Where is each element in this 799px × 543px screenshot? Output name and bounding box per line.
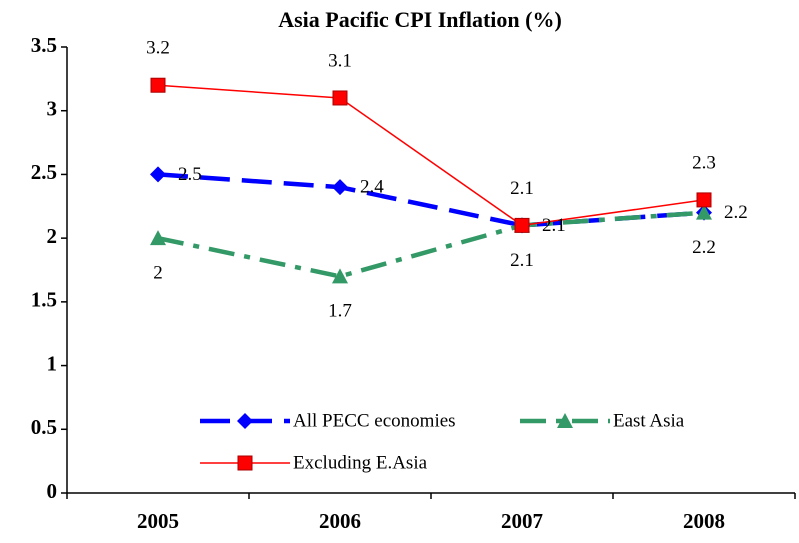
data-label: 2.2 (692, 237, 716, 258)
data-label: 2.3 (692, 152, 716, 173)
series-line (157, 172, 705, 228)
x-tick-label: 2007 (501, 509, 543, 533)
y-tick-label: 3.5 (31, 33, 57, 57)
y-tick-label: 2.5 (31, 160, 57, 184)
chart-title: Asia Pacific CPI Inflation (%) (278, 7, 562, 32)
x-tick-label: 2005 (137, 509, 179, 533)
series-line (157, 84, 705, 227)
marker (514, 217, 530, 233)
marker (696, 192, 712, 208)
y-tick-label: 1 (47, 351, 58, 375)
series-line (157, 210, 705, 279)
marker (696, 204, 712, 220)
x-tick-label: 2006 (319, 509, 361, 533)
legend-label: East Asia (613, 410, 685, 431)
marker (332, 179, 348, 196)
legend-marker (237, 455, 253, 471)
y-tick-label: 3 (47, 97, 58, 121)
legend-label: All PECC economies (293, 410, 456, 431)
data-label: 2.1 (510, 178, 534, 199)
y-tick-label: 0.5 (31, 415, 57, 439)
data-label: 2.5 (178, 164, 202, 185)
data-label: 3.2 (146, 38, 170, 59)
data-label: 3.1 (328, 50, 352, 71)
marker (150, 166, 166, 183)
data-label: 2.2 (724, 202, 748, 223)
data-label: 2.4 (360, 177, 384, 198)
legend-label: Excluding E.Asia (293, 452, 428, 473)
data-label: 2.1 (542, 215, 566, 236)
marker (150, 77, 166, 93)
marker (150, 230, 166, 246)
legend-marker (557, 413, 573, 428)
legend-marker (237, 413, 253, 429)
y-tick-label: 0 (47, 479, 58, 503)
marker (332, 90, 348, 106)
data-label: 1.7 (328, 301, 352, 322)
marker (332, 268, 348, 284)
data-label: 2.1 (510, 250, 534, 271)
x-tick-label: 2008 (683, 509, 725, 533)
data-label: 2 (153, 263, 163, 284)
y-tick-label: 1.5 (31, 288, 57, 312)
y-tick-label: 2 (47, 224, 58, 248)
